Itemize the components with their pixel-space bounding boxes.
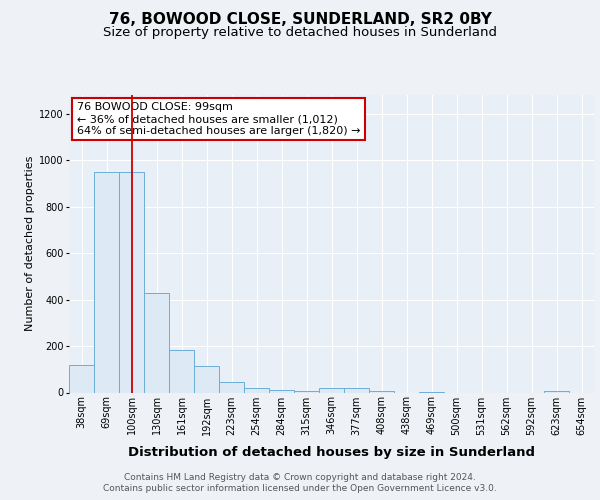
Text: Contains public sector information licensed under the Open Government Licence v3: Contains public sector information licen… xyxy=(103,484,497,493)
Bar xyxy=(94,172,119,392)
Text: Size of property relative to detached houses in Sunderland: Size of property relative to detached ho… xyxy=(103,26,497,39)
X-axis label: Distribution of detached houses by size in Sunderland: Distribution of detached houses by size … xyxy=(128,446,535,459)
Bar xyxy=(144,292,169,392)
Text: 76, BOWOOD CLOSE, SUNDERLAND, SR2 0BY: 76, BOWOOD CLOSE, SUNDERLAND, SR2 0BY xyxy=(109,12,491,28)
Bar xyxy=(544,390,569,392)
Bar xyxy=(244,388,269,392)
Text: 76 BOWOOD CLOSE: 99sqm
← 36% of detached houses are smaller (1,012)
64% of semi-: 76 BOWOOD CLOSE: 99sqm ← 36% of detached… xyxy=(77,102,361,136)
Bar xyxy=(169,350,194,393)
Bar xyxy=(194,366,219,392)
Y-axis label: Number of detached properties: Number of detached properties xyxy=(25,156,35,332)
Text: Contains HM Land Registry data © Crown copyright and database right 2024.: Contains HM Land Registry data © Crown c… xyxy=(124,472,476,482)
Bar xyxy=(219,382,244,392)
Bar xyxy=(69,364,94,392)
Bar xyxy=(344,388,369,392)
Bar xyxy=(269,390,294,392)
Bar xyxy=(119,172,144,392)
Bar xyxy=(319,388,344,392)
